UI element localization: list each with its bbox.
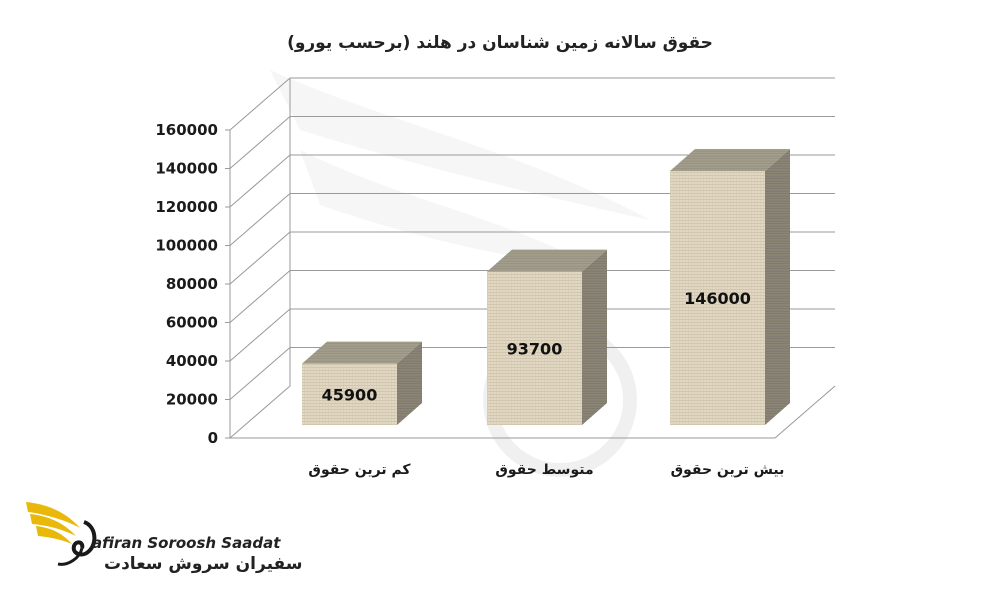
y-tick-label: 160000	[155, 121, 218, 139]
gridline	[229, 308, 835, 362]
bar-value-label: 93700	[507, 339, 563, 358]
y-tick-label: 80000	[166, 275, 218, 293]
x-category-label: بیش ترین حقوق	[671, 462, 785, 478]
bar-front	[302, 363, 397, 425]
bar-top	[670, 148, 790, 171]
y-tick-label: 100000	[155, 237, 218, 255]
gridline	[229, 116, 835, 169]
company-logo: afiran Soroosh Saadat سفیران سروش سعادت	[22, 492, 302, 582]
gridline	[229, 193, 835, 246]
gridline	[229, 347, 835, 400]
y-tick-label: 120000	[155, 198, 218, 216]
y-tick-label: 140000	[155, 160, 218, 178]
bar-value-label: 146000	[684, 289, 751, 308]
gridline	[229, 77, 835, 131]
x-category-label: متوسط حقوق	[495, 462, 593, 478]
bars: 45900 کم ترین حقوق 93700 متوسط حقوق 146000 بی…	[302, 148, 790, 478]
bar: 146000	[670, 148, 790, 425]
bar: 45900	[302, 341, 422, 425]
wing-logo-icon	[26, 502, 97, 566]
bar: 93700	[487, 249, 607, 425]
back-wall-edge	[229, 78, 291, 439]
y-tick-label: 20000	[166, 391, 218, 409]
bar-side	[397, 341, 422, 425]
y-tick-label: 0	[208, 429, 218, 447]
bar-top	[487, 249, 607, 272]
gridline	[229, 231, 835, 285]
bar-side	[765, 148, 790, 425]
bar-front	[487, 271, 582, 425]
bar-side	[582, 249, 607, 425]
bar-front	[670, 170, 765, 425]
floor-edge	[230, 385, 836, 439]
y-tick-label: 60000	[166, 314, 218, 332]
logo-text-en: afiran Soroosh Saadat	[92, 534, 281, 552]
gridline	[229, 270, 835, 323]
logo-text-fa: سفیران سروش سعادت	[104, 554, 303, 574]
chart-title: حقوق سالانه زمین شناسان در هلند (برحسب ی…	[287, 33, 713, 53]
chart-axes: 0 20000 40000 60000 80000 100000 120000 140000 1…	[155, 77, 836, 447]
bar-value-label: 45900	[322, 385, 378, 404]
bar-top	[302, 341, 422, 364]
gridline	[229, 154, 835, 208]
y-tick-label: 40000	[166, 352, 218, 370]
x-category-label: کم ترین حقوق	[308, 462, 411, 478]
